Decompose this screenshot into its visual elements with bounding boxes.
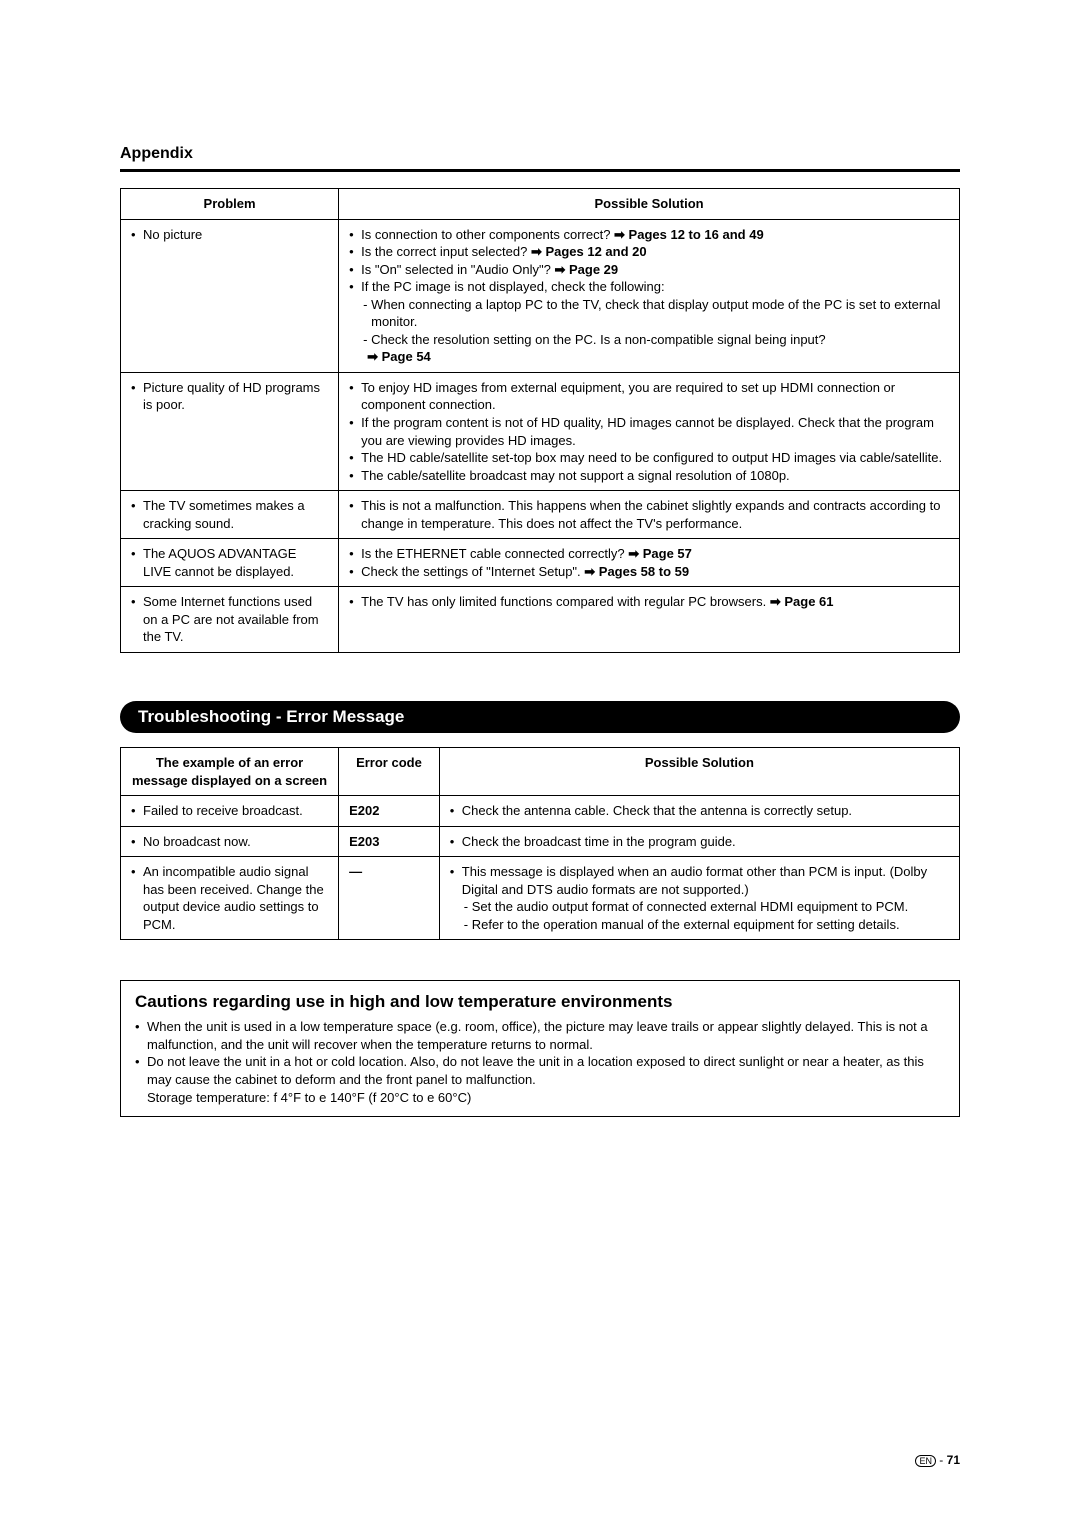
solution-cell: To enjoy HD images from external equipme… — [339, 372, 960, 490]
caution-text: Do not leave the unit in a hot or cold l… — [147, 1054, 924, 1087]
sol-subline: - When connecting a laptop PC to the TV,… — [349, 296, 949, 331]
table-row: Picture quality of HD programs is poor. … — [121, 372, 960, 490]
code-cell: E203 — [339, 826, 440, 857]
caution-storage: Storage temperature: f 4°F to e 140°F (f… — [147, 1090, 471, 1105]
sol-line: Is "On" selected in "Audio Only"? — [361, 262, 554, 277]
problem-text: Picture quality of HD programs is poor. — [131, 379, 328, 414]
solution-cell: Check the antenna cable. Check that the … — [439, 796, 959, 827]
page-ref: ➡ Pages 12 to 16 and 49 — [614, 227, 764, 242]
solution-cell: Is the ETHERNET cable connected correctl… — [339, 539, 960, 587]
appendix-title: Appendix — [120, 145, 960, 163]
sol-line: The cable/satellite broadcast may not su… — [349, 467, 949, 485]
sol-line: If the program content is not of HD qual… — [349, 414, 949, 449]
table-row: No broadcast now. E203 Check the broadca… — [121, 826, 960, 857]
page-ref: ➡ Page 57 — [628, 546, 692, 561]
solution-cell: The TV has only limited functions compar… — [339, 587, 960, 653]
sol-subline: - Refer to the operation manual of the e… — [450, 916, 949, 934]
page-ref: ➡ Pages 58 to 59 — [584, 564, 689, 579]
lang-badge: EN — [915, 1455, 936, 1467]
solution-cell: This message is displayed when an audio … — [439, 857, 959, 940]
problem-text: No picture — [131, 226, 328, 244]
caution-bullet: When the unit is used in a low temperatu… — [135, 1018, 945, 1053]
sol-line: To enjoy HD images from external equipme… — [349, 379, 949, 414]
caution-box: Cautions regarding use in high and low t… — [120, 980, 960, 1117]
page-ref: ➡ Page 29 — [554, 262, 618, 277]
problem-cell: Picture quality of HD programs is poor. — [121, 372, 339, 490]
header-solution: Possible Solution — [439, 748, 959, 796]
page-number: 71 — [947, 1453, 960, 1467]
sol-line: The TV has only limited functions compar… — [361, 594, 770, 609]
msg-text: Failed to receive broadcast. — [131, 802, 328, 820]
caution-bullet: Do not leave the unit in a hot or cold l… — [135, 1053, 945, 1106]
error-heading: Troubleshooting - Error Message — [120, 701, 960, 733]
header-msg: The example of an error message displaye… — [121, 748, 339, 796]
problem-cell: No picture — [121, 219, 339, 372]
sol-subline: - Set the audio output format of connect… — [450, 898, 949, 916]
sol-line: This message is displayed when an audio … — [450, 863, 949, 898]
code-cell: — — [339, 857, 440, 940]
table-header-row: The example of an error message displaye… — [121, 748, 960, 796]
msg-text: No broadcast now. — [131, 833, 328, 851]
sol-line: Is the ETHERNET cable connected correctl… — [361, 546, 628, 561]
problem-cell: The TV sometimes makes a cracking sound. — [121, 491, 339, 539]
problem-text: Some Internet functions used on a PC are… — [131, 593, 328, 646]
solution-cell: Is connection to other components correc… — [339, 219, 960, 372]
sol-line: Check the antenna cable. Check that the … — [450, 802, 949, 820]
msg-text: An incompatible audio signal has been re… — [131, 863, 328, 933]
problem-cell: Some Internet functions used on a PC are… — [121, 587, 339, 653]
header-code: Error code — [339, 748, 440, 796]
problem-text: The AQUOS ADVANTAGE LIVE cannot be displ… — [131, 545, 328, 580]
table-row: An incompatible audio signal has been re… — [121, 857, 960, 940]
msg-cell: Failed to receive broadcast. — [121, 796, 339, 827]
sol-line: Check the broadcast time in the program … — [450, 833, 949, 851]
header-solution: Possible Solution — [339, 189, 960, 220]
caution-title: Cautions regarding use in high and low t… — [135, 991, 945, 1014]
footer-sep: - — [936, 1453, 947, 1467]
table-row: The TV sometimes makes a cracking sound.… — [121, 491, 960, 539]
page-ref: ➡ Page 61 — [770, 594, 834, 609]
page-ref: ➡ Pages 12 and 20 — [531, 244, 647, 259]
msg-cell: An incompatible audio signal has been re… — [121, 857, 339, 940]
troubleshoot-table: Problem Possible Solution No picture Is … — [120, 188, 960, 653]
sol-line: This is not a malfunction. This happens … — [349, 497, 949, 532]
table-header-row: Problem Possible Solution — [121, 189, 960, 220]
table-row: Failed to receive broadcast. E202 Check … — [121, 796, 960, 827]
sol-line: Check the settings of "Internet Setup". — [361, 564, 584, 579]
solution-cell: This is not a malfunction. This happens … — [339, 491, 960, 539]
problem-text: The TV sometimes makes a cracking sound. — [131, 497, 328, 532]
error-table: The example of an error message displaye… — [120, 747, 960, 940]
table-row: The AQUOS ADVANTAGE LIVE cannot be displ… — [121, 539, 960, 587]
sol-line: The HD cable/satellite set-top box may n… — [349, 449, 949, 467]
page-footer: EN - 71 — [915, 1453, 960, 1467]
sol-line: If the PC image is not displayed, check … — [349, 278, 949, 296]
header-problem: Problem — [121, 189, 339, 220]
sol-line: Is the correct input selected? — [361, 244, 531, 259]
msg-cell: No broadcast now. — [121, 826, 339, 857]
code-cell: E202 — [339, 796, 440, 827]
page-ref: ➡ Page 54 — [349, 348, 949, 366]
heading-rule — [120, 169, 960, 172]
sol-line: Is connection to other components correc… — [361, 227, 614, 242]
problem-cell: The AQUOS ADVANTAGE LIVE cannot be displ… — [121, 539, 339, 587]
solution-cell: Check the broadcast time in the program … — [439, 826, 959, 857]
table-row: No picture Is connection to other compon… — [121, 219, 960, 372]
table-row: Some Internet functions used on a PC are… — [121, 587, 960, 653]
sol-subline: - Check the resolution setting on the PC… — [349, 331, 949, 349]
